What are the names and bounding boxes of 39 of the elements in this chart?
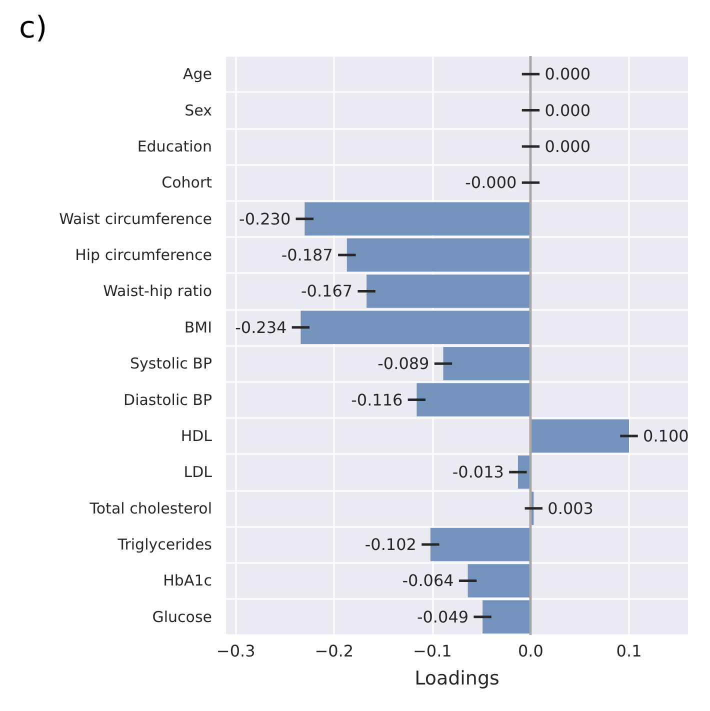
y-tick-label: Cohort xyxy=(162,174,212,192)
y-tick-label: BMI xyxy=(184,318,212,336)
data-label: 0.000 xyxy=(544,136,591,156)
data-label: 0.000 xyxy=(544,64,591,84)
x-tick-label: 0.0 xyxy=(518,642,544,660)
data-label: -0.064 xyxy=(402,571,454,590)
x-tick-label: 0.1 xyxy=(616,642,642,660)
y-tick-label: Total cholesterol xyxy=(88,499,212,518)
y-tick-label: Systolic BP xyxy=(130,354,212,373)
y-tick-label: Hip circumference xyxy=(75,246,212,264)
x-axis-title: Loadings xyxy=(414,668,500,690)
y-tick-label: HbA1c xyxy=(163,572,212,590)
y-tick-label: Education xyxy=(137,137,212,156)
data-label: 0.003 xyxy=(548,498,594,518)
data-label: -0.102 xyxy=(364,535,416,554)
data-label: 0.000 xyxy=(544,100,591,120)
y-tick-label: LDL xyxy=(184,463,213,482)
y-tick-label: Diastolic BP xyxy=(124,390,212,409)
chart-title: c) xyxy=(19,10,48,46)
y-tick-label: Sex xyxy=(184,101,212,120)
y-tick-label: Age xyxy=(182,65,212,84)
data-label: -0.187 xyxy=(281,246,333,265)
y-tick-label: Waist circumference xyxy=(59,210,212,228)
y-tick-label: Glucose xyxy=(152,608,212,626)
x-tick-label: −0.3 xyxy=(216,642,256,660)
data-label: -0.230 xyxy=(239,209,291,228)
y-tick-label: Triglycerides xyxy=(116,536,212,554)
x-tick-label: −0.1 xyxy=(412,642,452,660)
data-label: -0.234 xyxy=(235,318,287,337)
y-tick-label: HDL xyxy=(180,426,213,445)
y-tick-label: Waist-hip ratio xyxy=(103,282,212,300)
data-label: -0.049 xyxy=(416,607,469,626)
data-label: -0.167 xyxy=(300,282,353,301)
data-label: 0.100 xyxy=(643,426,689,446)
data-label: -0.013 xyxy=(452,462,504,482)
x-tick-label: −0.2 xyxy=(314,642,354,660)
data-label: -0.000 xyxy=(465,173,517,192)
data-label: -0.116 xyxy=(351,390,403,410)
data-label: -0.089 xyxy=(378,354,430,374)
